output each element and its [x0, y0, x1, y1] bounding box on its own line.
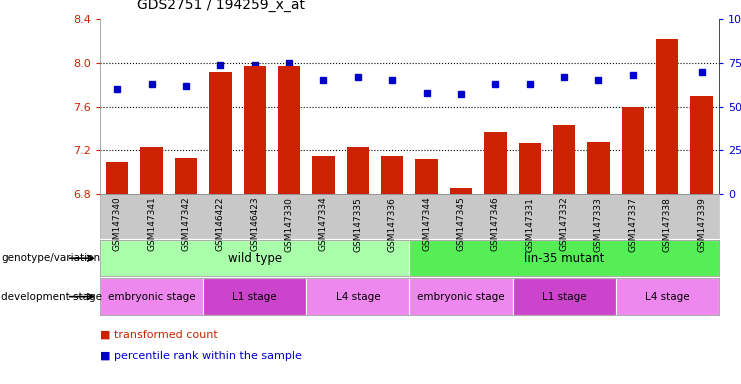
Text: wild type: wild type — [227, 252, 282, 265]
Bar — [312, 156, 335, 194]
Bar — [450, 189, 472, 194]
Bar — [175, 158, 197, 194]
Bar — [656, 39, 678, 194]
Bar — [141, 147, 163, 194]
Bar — [278, 66, 300, 194]
Bar — [519, 142, 541, 194]
Bar — [209, 71, 231, 194]
Text: genotype/variation: genotype/variation — [1, 253, 101, 263]
Bar — [691, 96, 713, 194]
Text: L4 stage: L4 stage — [645, 291, 690, 302]
Bar — [244, 66, 266, 194]
Text: GDS2751 / 194259_x_at: GDS2751 / 194259_x_at — [137, 0, 305, 12]
Text: L1 stage: L1 stage — [233, 291, 277, 302]
Text: ■ percentile rank within the sample: ■ percentile rank within the sample — [100, 351, 302, 361]
Bar — [347, 147, 369, 194]
Bar — [306, 278, 409, 315]
Text: lin-35 mutant: lin-35 mutant — [524, 252, 604, 265]
Text: L1 stage: L1 stage — [542, 291, 586, 302]
Text: embryonic stage: embryonic stage — [107, 291, 196, 302]
Bar — [409, 240, 719, 276]
Bar — [203, 278, 306, 315]
Text: embryonic stage: embryonic stage — [417, 291, 505, 302]
Text: L4 stage: L4 stage — [336, 291, 380, 302]
Bar — [622, 107, 644, 194]
Bar — [484, 132, 507, 194]
Bar — [553, 125, 575, 194]
Bar — [381, 156, 403, 194]
Bar — [416, 159, 438, 194]
Bar — [100, 278, 203, 315]
Bar — [100, 240, 409, 276]
Bar — [616, 278, 719, 315]
Bar — [588, 141, 610, 194]
Text: development stage: development stage — [1, 291, 102, 302]
Bar — [106, 162, 128, 194]
Bar — [409, 278, 513, 315]
Text: ■ transformed count: ■ transformed count — [100, 330, 218, 340]
Bar — [513, 278, 616, 315]
